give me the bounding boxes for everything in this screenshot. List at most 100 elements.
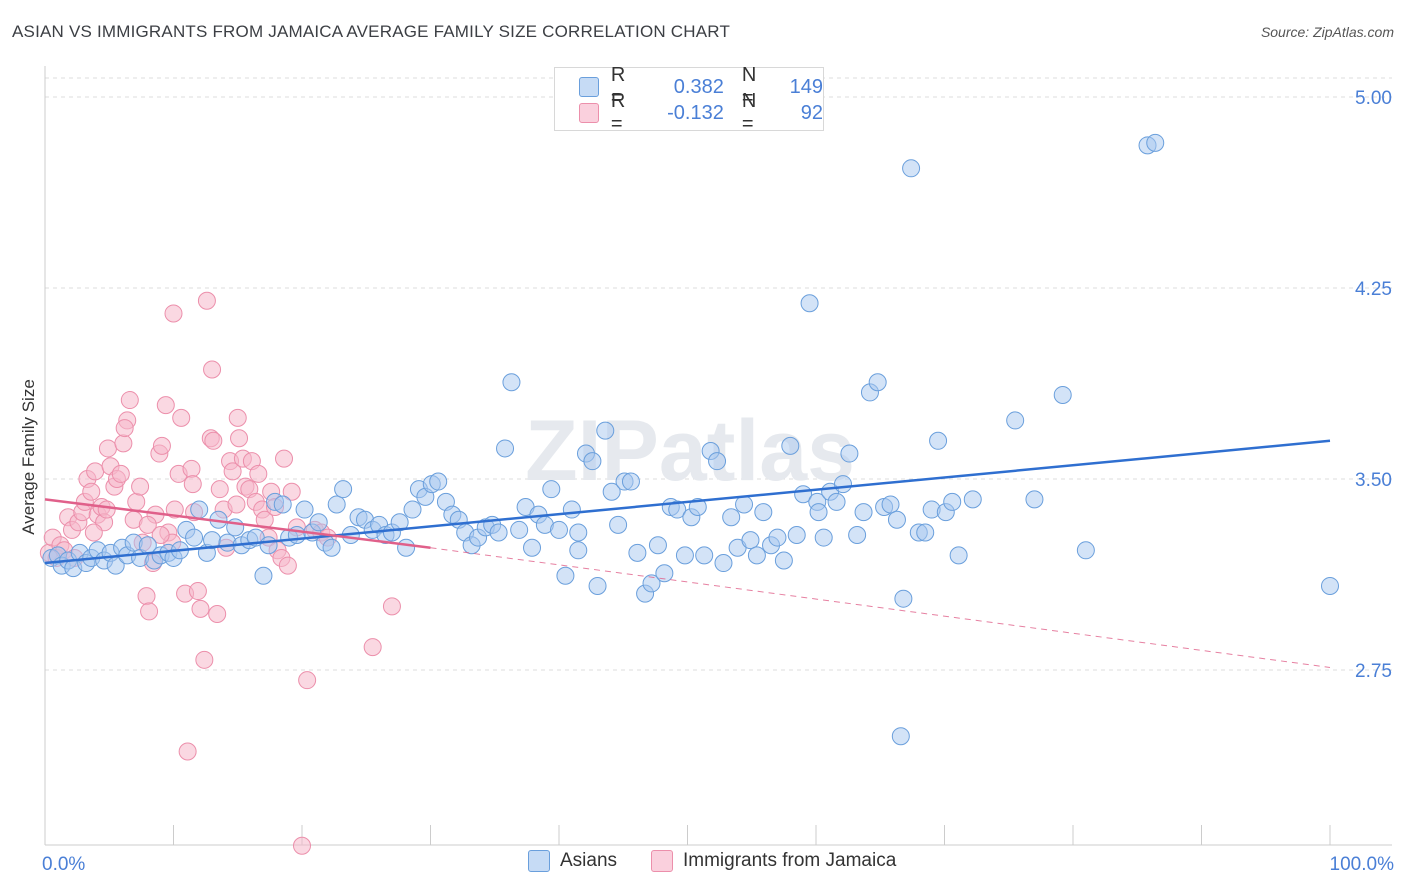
asians-point (688, 498, 707, 517)
correlation-legend: R = 0.382 N = 149 R = -0.132 N = 92 (554, 64, 824, 135)
jamaica-point (275, 449, 294, 468)
asians-point (963, 490, 982, 509)
legend-item-asians[interactable]: Asians (528, 850, 617, 872)
asians-point (322, 538, 341, 557)
jamaica-point (165, 500, 184, 519)
n-label: N = (741, 90, 757, 135)
n-value: 149 (789, 75, 823, 98)
asians-point (840, 444, 859, 463)
jamaica-point (120, 391, 139, 410)
asians-point (741, 531, 760, 550)
asians-point (747, 546, 766, 565)
asians-point (309, 513, 328, 532)
r-value: 0.382 (673, 75, 724, 98)
jamaica-point (138, 515, 157, 534)
jamaica-point (230, 429, 249, 448)
asians-point (800, 294, 819, 313)
jamaica-point (204, 431, 223, 450)
jamaica-point (278, 556, 297, 575)
asians-point (881, 495, 900, 514)
y-tick-label: 4.25 (1355, 279, 1392, 300)
asians-point (621, 472, 640, 491)
jamaica-point (98, 439, 117, 458)
asians-point (489, 523, 508, 542)
x-tick-label: 0.0% (42, 854, 85, 875)
jamaica-point (363, 638, 382, 657)
asians-point (902, 159, 921, 178)
asians-point (1321, 576, 1339, 595)
asians-point (569, 541, 588, 560)
asians-point (1025, 490, 1044, 509)
jamaica-point (178, 742, 197, 761)
series-legend: Asians Immigrants from Jamaica (0, 850, 1406, 880)
asians-point (542, 480, 561, 499)
asians-point (596, 421, 615, 440)
jamaica-point (86, 462, 105, 481)
asians-point (781, 436, 800, 455)
asians-point (722, 508, 741, 527)
jamaica-point (210, 480, 229, 499)
asians-point (943, 492, 962, 511)
legend-item-jamaica[interactable]: Immigrants from Jamaica (651, 850, 896, 872)
x-tick-label: 100.0% (1330, 854, 1395, 875)
asians-point (735, 495, 754, 514)
jamaica-point (152, 436, 171, 455)
asians-point (550, 520, 568, 539)
chart-title: ASIAN VS IMMIGRANTS FROM JAMAICA AVERAGE… (12, 22, 731, 41)
asians-point (1053, 385, 1072, 404)
asians-point (887, 510, 906, 529)
jamaica-points (39, 291, 401, 855)
asians-point (916, 523, 935, 542)
asians-point (510, 520, 529, 539)
asians-point (814, 528, 833, 547)
asians-point (809, 503, 828, 522)
gridlines (45, 77, 1392, 671)
jamaica-point (197, 291, 216, 310)
jamaica-point (84, 523, 103, 542)
jamaica-point (137, 587, 156, 606)
asians-point (390, 513, 409, 532)
jamaica-swatch (579, 103, 599, 123)
asians-point (628, 543, 647, 562)
asians-point (602, 482, 621, 501)
y-tick-label: 2.75 (1355, 661, 1392, 682)
asians-point (502, 373, 521, 392)
jamaica-point (127, 492, 146, 511)
jamaica-point (151, 526, 170, 545)
asians-point (397, 538, 416, 557)
asians-point (787, 526, 806, 545)
jamaica-point (172, 408, 191, 427)
jamaica-point (195, 650, 214, 669)
jamaica-point (164, 304, 183, 323)
asians-point (496, 439, 515, 458)
asians-point (854, 503, 873, 522)
y-axis-label: Average Family Size (19, 379, 38, 535)
jamaica-point (97, 500, 116, 519)
asians-point (523, 538, 542, 557)
asians-point (429, 472, 448, 491)
jamaica-point (114, 434, 133, 453)
asians-point (714, 554, 733, 573)
asians-point (583, 452, 602, 471)
r-value: -0.132 (667, 101, 724, 124)
jamaica-point (293, 836, 311, 855)
jamaica-point (115, 419, 134, 438)
jamaica-point (111, 464, 130, 483)
jamaica-point (208, 604, 227, 623)
jamaica-trend-extension (430, 547, 1331, 668)
asians-point (891, 727, 910, 746)
asians-point (273, 495, 292, 514)
asians-point (562, 500, 581, 519)
r-label: R = (610, 90, 626, 135)
jamaica-point (249, 464, 268, 483)
y-tick-label: 3.50 (1355, 470, 1392, 491)
legend-label-jamaica: Immigrants from Jamaica (683, 850, 897, 871)
asians-point (1076, 541, 1095, 560)
asians-trend-line (44, 439, 1331, 565)
jamaica-point (156, 396, 175, 415)
jamaica-point (228, 408, 247, 427)
asians-swatch (579, 77, 599, 97)
asians-point (827, 492, 846, 511)
asians-point (588, 576, 607, 595)
